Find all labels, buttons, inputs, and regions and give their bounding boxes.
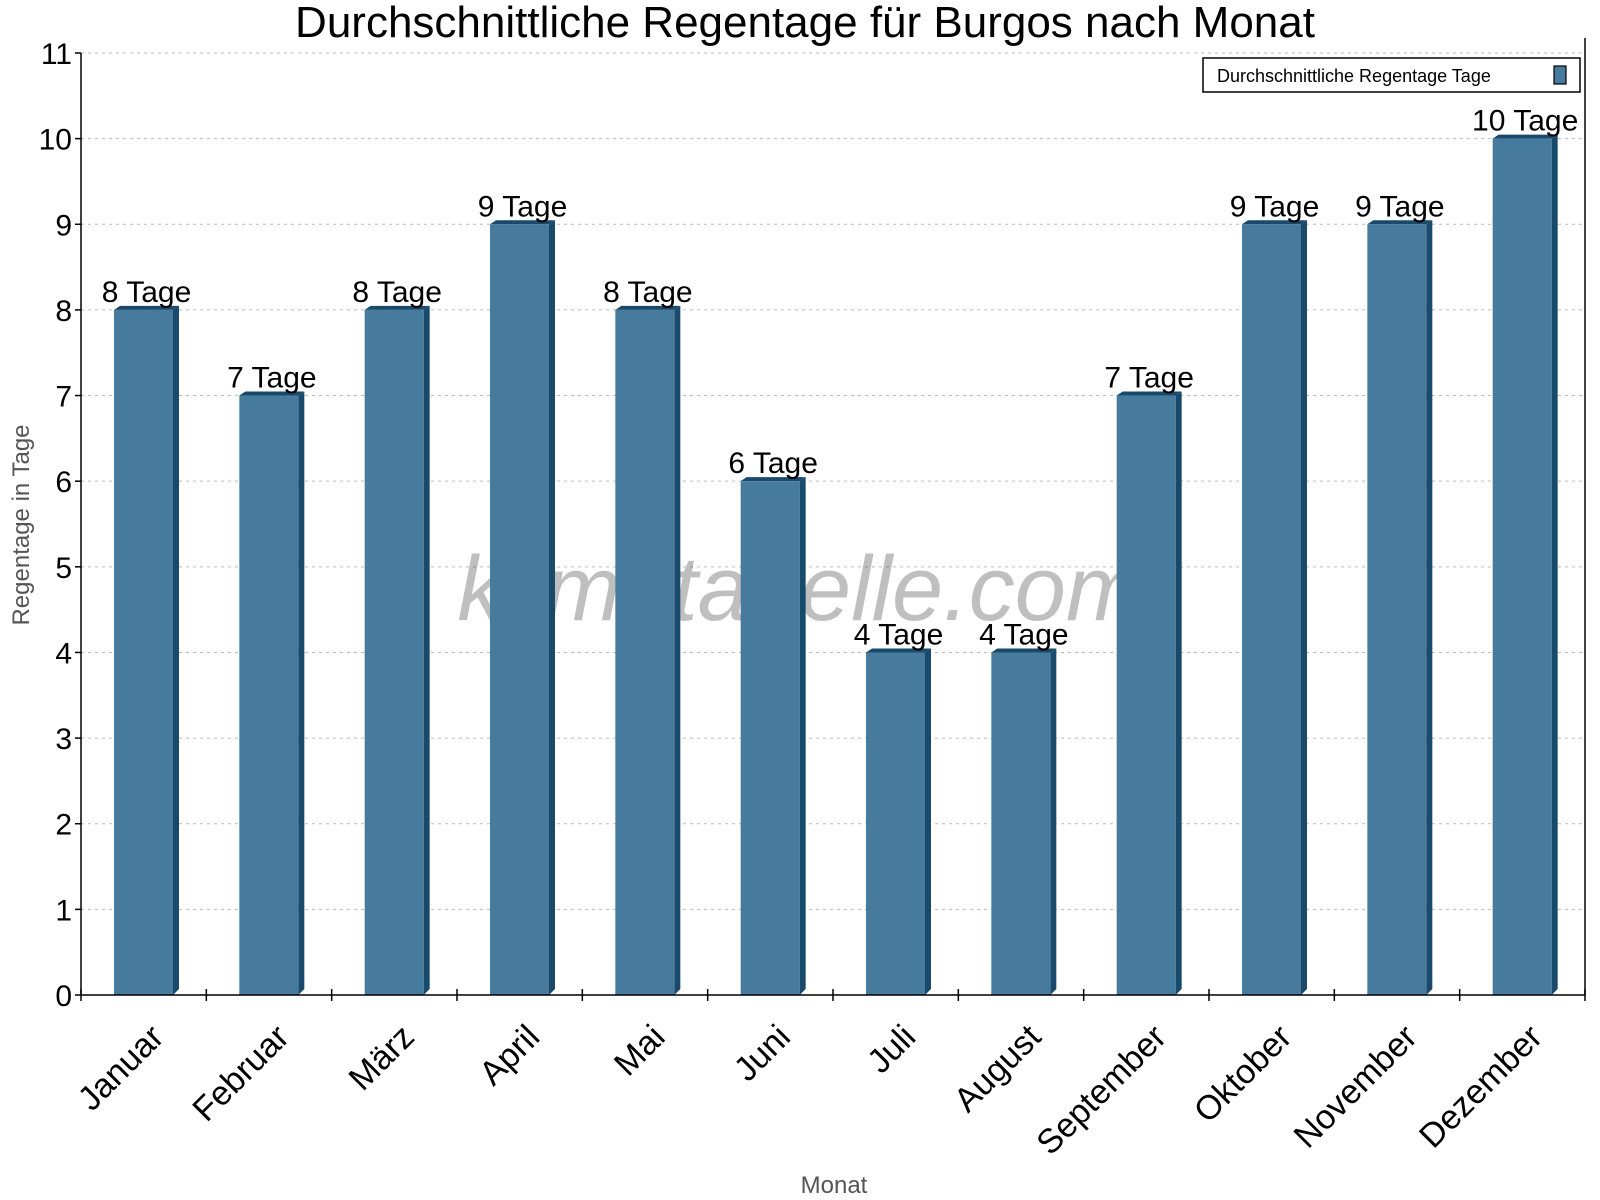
data-label: 6 Tage: [728, 447, 818, 480]
bar-top: [615, 305, 681, 310]
bar-side: [1175, 391, 1182, 996]
legend: Durchschnittliche Regentage Tage: [1202, 57, 1581, 93]
bars: 8 Tage 7 Tage 8 Tage 9 Tage 8 Tage 6 Tage 4 Ta…: [102, 105, 1578, 996]
data-label: 7 Tage: [1104, 362, 1194, 395]
y-axis-label: Regentage in Tage: [8, 424, 35, 625]
bar-top: [1367, 220, 1433, 225]
y-tick-label: 9: [55, 209, 72, 242]
data-label: 9 Tage: [1230, 190, 1320, 223]
legend-box: [1202, 57, 1581, 93]
y-tick-label: 2: [55, 809, 72, 842]
data-label: 9 Tage: [1355, 190, 1445, 223]
x-tick-label: Mai: [607, 1018, 673, 1084]
y-tick-label: 11: [41, 38, 72, 71]
x-tick-label: Februar: [185, 1018, 296, 1129]
x-axis-label: Monat: [801, 1172, 868, 1199]
x-tick-label: März: [342, 1018, 422, 1098]
data-label: 8 Tage: [352, 276, 442, 309]
bar: [866, 652, 925, 995]
x-tick-label: August: [947, 1017, 1049, 1119]
bar: [1492, 138, 1552, 996]
gridlines: [81, 52, 1585, 910]
data-label: 4 Tage: [979, 618, 1069, 651]
bar: [615, 309, 675, 996]
x-tick-label: Juli: [860, 1018, 923, 1081]
bar-side: [925, 648, 931, 995]
bar-top: [490, 220, 555, 225]
bar-top: [1242, 220, 1307, 225]
bar-side: [298, 391, 305, 996]
bar-side: [1426, 220, 1433, 996]
bar-top: [239, 391, 305, 396]
data-label: 8 Tage: [102, 276, 192, 309]
data-label: 9 Tage: [478, 190, 568, 223]
bar-top: [1492, 134, 1558, 139]
y-tick-label: 4: [55, 637, 72, 670]
legend-swatch: [1553, 65, 1567, 85]
y-tick-label: 0: [55, 980, 72, 1013]
bar-side: [173, 305, 179, 996]
bar-top: [866, 648, 931, 653]
bar: [991, 652, 1051, 995]
bar: [490, 224, 549, 996]
bar-top: [740, 477, 806, 482]
bar-side: [799, 477, 806, 995]
y-tick-label: 3: [55, 723, 72, 756]
bar: [1116, 395, 1176, 996]
data-label: 10 Tage: [1472, 105, 1578, 138]
x-tick-label: Januar: [71, 1018, 171, 1118]
bar-top: [114, 305, 179, 310]
data-label: 7 Tage: [227, 362, 317, 395]
y-tick-label: 1: [55, 894, 72, 927]
legend-label: Durchschnittliche Regentage Tage: [1217, 66, 1491, 86]
bar-side: [1050, 648, 1057, 995]
bar-side: [549, 220, 555, 996]
bar-top: [364, 305, 430, 310]
bar-top: [1116, 391, 1182, 396]
x-tick-label: April: [472, 1018, 547, 1093]
bar: [1242, 224, 1301, 996]
bar: [114, 309, 173, 996]
y-tick-label: 8: [55, 295, 72, 328]
bar-side: [1551, 134, 1558, 996]
bar-side: [1301, 220, 1307, 996]
data-label: 4 Tage: [854, 618, 944, 651]
bar-side: [674, 305, 681, 996]
x-tick-label: Oktober: [1187, 1018, 1299, 1130]
bar-side: [423, 305, 430, 996]
y-tick-label: 6: [55, 466, 72, 499]
chart-title: Durchschnittliche Regentage für Burgos n…: [295, 0, 1315, 47]
bar: [239, 395, 299, 996]
x-tick-label: Juni: [727, 1018, 798, 1089]
x-tick-label: September: [1029, 1018, 1173, 1162]
bar-top: [991, 648, 1057, 653]
y-tick-label: 10: [39, 124, 72, 157]
bar: [740, 481, 800, 995]
data-label: 8 Tage: [603, 276, 693, 309]
y-tick-label: 7: [55, 381, 72, 414]
x-tick-label: November: [1287, 1018, 1425, 1156]
bar: [1367, 224, 1427, 996]
y-tick-label: 5: [55, 552, 72, 585]
x-tick-label: Dezember: [1412, 1018, 1550, 1156]
bar: [364, 309, 424, 996]
